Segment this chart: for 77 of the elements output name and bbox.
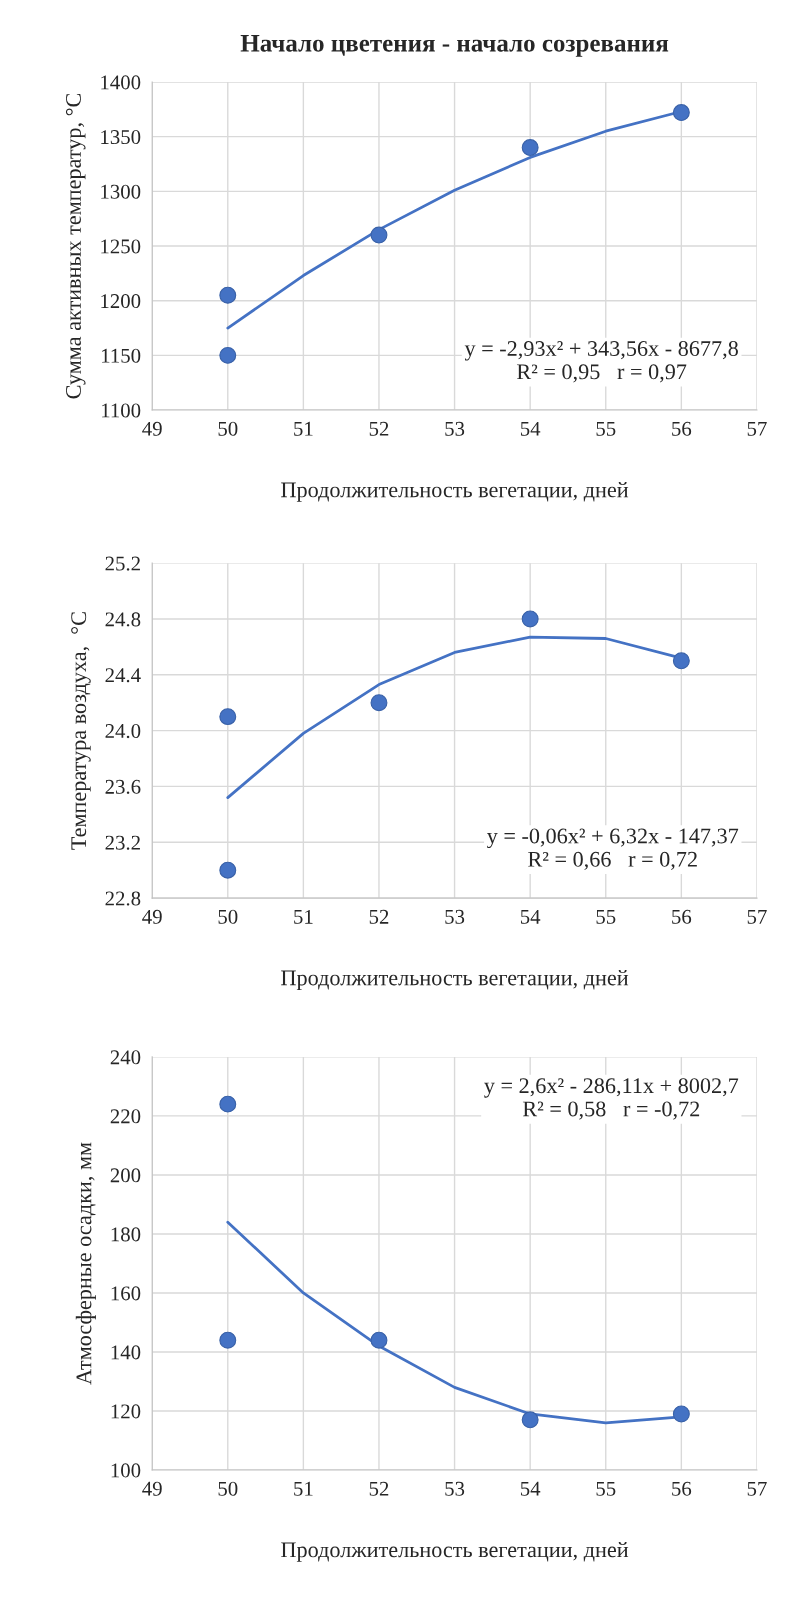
x-tick-label: 53 xyxy=(445,421,465,436)
x-tick-label: 51 xyxy=(294,421,313,436)
x-tick-label: 57 xyxy=(747,910,767,924)
point xyxy=(672,104,690,122)
point xyxy=(521,1411,539,1429)
x-tick-label: 55 xyxy=(596,910,616,924)
y-axis-title: Температура воздуха, °C xyxy=(71,612,91,850)
y-tick-label: 1300 xyxy=(101,184,141,199)
x-tick-label: 54 xyxy=(520,421,541,436)
point xyxy=(219,1331,237,1349)
x-tick-label: 52 xyxy=(369,909,389,924)
annotation: y = -0,06x² + 6,32x - 147,37 xyxy=(486,828,739,849)
x-tick-label: 50 xyxy=(218,909,238,924)
point xyxy=(521,610,539,628)
x-tick-label: 54 xyxy=(520,909,541,924)
x-tick-label: 56 xyxy=(672,421,692,436)
point xyxy=(370,1331,388,1349)
y-tick-label: 1100 xyxy=(102,403,141,418)
x-tick-label: 52 xyxy=(369,421,389,436)
y-tick-label: 240 xyxy=(110,1050,141,1065)
point xyxy=(672,652,690,670)
x-tick-label: 49 xyxy=(142,421,162,436)
y-axis-title: Атмосферные осадки, мм xyxy=(75,1142,96,1385)
y-tick-label: 120 xyxy=(111,1404,141,1419)
x-tick-label: 56 xyxy=(672,1481,692,1496)
x-tick-label: 51 xyxy=(294,1481,313,1496)
x-tick-label: 54 xyxy=(520,1481,541,1496)
y-tick-label: 23.2 xyxy=(105,835,140,850)
y-tick-label: 1250 xyxy=(101,239,141,254)
y-axis-title: Сумма активных температур, °C xyxy=(65,93,86,399)
y-tick-label: 24.0 xyxy=(105,723,141,739)
x-axis-title: Продолжительность вегетации, дней xyxy=(281,481,629,502)
x-tick-label: 55 xyxy=(596,1481,616,1496)
x-tick-label: 52 xyxy=(369,1481,389,1496)
point xyxy=(370,694,388,712)
point xyxy=(219,1095,237,1113)
x-tick-label: 55 xyxy=(596,421,616,436)
point xyxy=(672,1405,690,1423)
x-tick-label: 51 xyxy=(294,909,313,924)
y-tick-label: 25.2 xyxy=(105,556,140,571)
y-tick-label: 1200 xyxy=(101,294,141,309)
x-tick-label: 56 xyxy=(672,909,692,924)
point xyxy=(521,139,539,157)
annotation: y = 2,6x² - 286,11x + 8002,7 xyxy=(484,1078,739,1098)
x-axis-title: Продолжительность вегетации, дней xyxy=(281,969,629,990)
annotation: y = -2,93x² + 343,56x - 8677,8 xyxy=(464,340,738,361)
y-tick-label: 24.4 xyxy=(105,668,141,683)
point xyxy=(219,286,237,304)
x-tick-label: 53 xyxy=(445,909,465,924)
x-axis-title: Продолжительность вегетации, дней xyxy=(281,1541,629,1562)
point xyxy=(219,861,237,879)
point xyxy=(370,226,388,244)
annotation: R² = 0,66 r = 0,72 xyxy=(528,851,697,870)
y-tick-label: 220 xyxy=(110,1109,141,1124)
x-tick-label: 57 xyxy=(747,1481,767,1496)
annotation: R² = 0,95 r = 0,97 xyxy=(516,364,687,383)
x-tick-label: 50 xyxy=(218,1481,238,1496)
chart-title: Начало цветения - начало созревания xyxy=(240,35,669,57)
y-tick-label: 23.6 xyxy=(105,779,141,794)
annotation: R² = 0,58 r = -0,72 xyxy=(522,1101,700,1120)
y-tick-label: 180 xyxy=(111,1227,141,1242)
y-tick-label: 140 xyxy=(111,1345,141,1360)
x-tick-label: 50 xyxy=(218,421,238,436)
x-tick-label: 53 xyxy=(445,1481,465,1496)
y-tick-label: 200 xyxy=(110,1168,141,1183)
y-tick-label: 160 xyxy=(111,1286,141,1301)
x-tick-label: 49 xyxy=(142,1481,162,1496)
y-tick-label: 1150 xyxy=(102,348,141,363)
point xyxy=(219,708,237,726)
point xyxy=(219,346,237,364)
y-tick-label: 1350 xyxy=(101,130,141,145)
x-tick-label: 57 xyxy=(747,421,767,436)
x-tick-label: 49 xyxy=(142,909,162,924)
y-tick-label: 24.8 xyxy=(105,612,141,627)
y-tick-label: 100 xyxy=(111,1463,141,1478)
y-tick-label: 22.8 xyxy=(105,891,141,906)
y-tick-label: 1400 xyxy=(101,75,141,90)
